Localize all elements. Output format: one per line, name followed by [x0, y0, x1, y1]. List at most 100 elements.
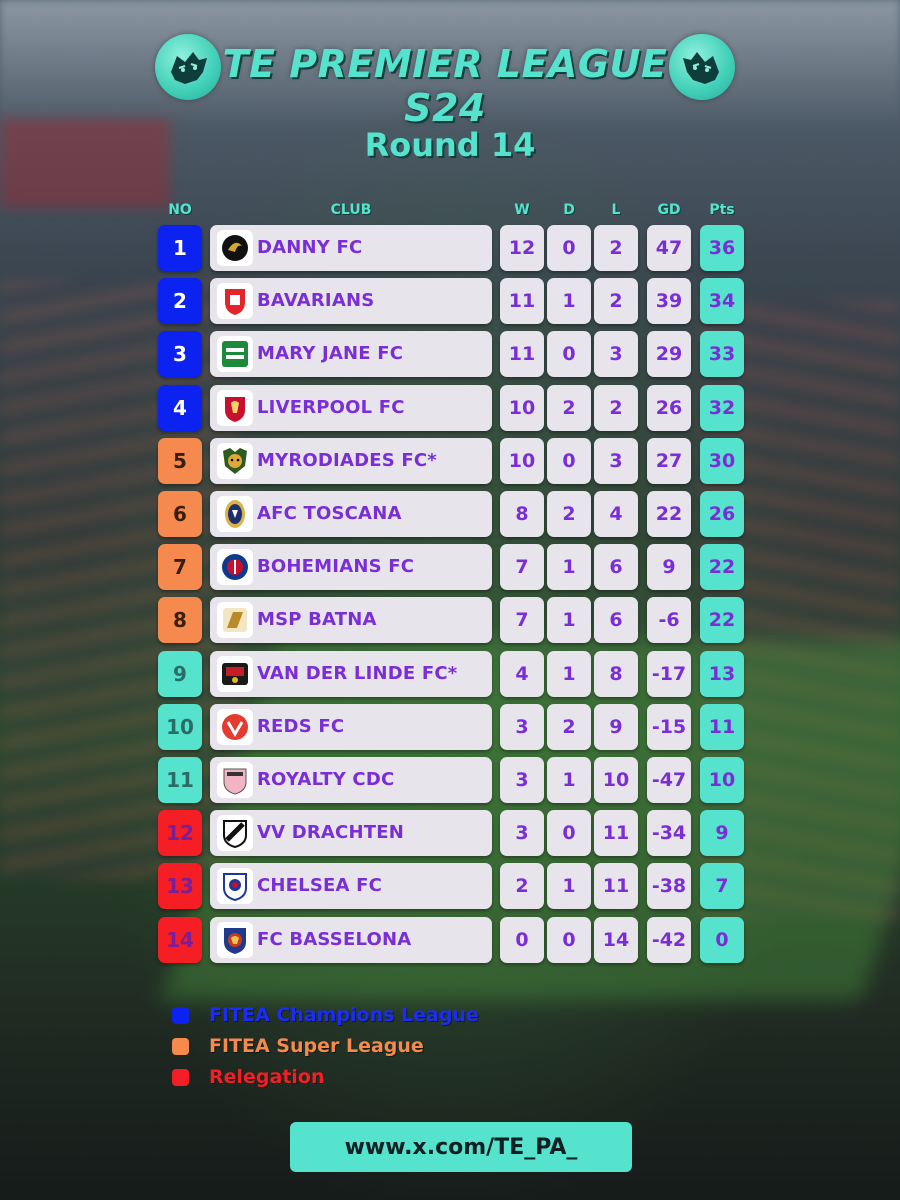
draws-cell: 0	[547, 225, 591, 271]
position-cell: 14	[158, 916, 202, 963]
table-row: 14 FC BASSELONA 0 0 14 -42 0	[0, 916, 900, 963]
club-name: LIVERPOOL FC	[257, 396, 405, 418]
points-cell: 10	[700, 757, 744, 803]
background-stadium-roof	[0, 0, 900, 130]
points-cell: 9	[700, 810, 744, 857]
losses-cell: 6	[594, 597, 638, 644]
legend-label: FITEA Super League	[209, 1035, 424, 1057]
table-row: 7 BOHEMIANS FC 7 1 6 9 22	[0, 544, 900, 591]
league-header: TE PREMIER LEAGUE S24	[155, 34, 735, 130]
jaguar-crest-icon	[217, 442, 253, 479]
wins-cell: 4	[500, 650, 544, 697]
position-cell: 11	[158, 757, 202, 803]
round-label: Round 14	[364, 126, 536, 164]
position-cell: 6	[158, 491, 202, 537]
legend-swatch	[172, 1007, 189, 1024]
losses-cell: 11	[594, 863, 638, 910]
column-header-club: CLUB	[330, 202, 372, 218]
column-header-no: NO	[168, 202, 192, 218]
club-cell: AFC TOSCANA	[210, 491, 492, 537]
wins-cell: 11	[500, 331, 544, 378]
points-cell: 0	[700, 916, 744, 963]
points-cell: 34	[700, 278, 744, 325]
lion-shield-icon	[217, 921, 253, 958]
draws-cell: 0	[547, 810, 591, 857]
wins-cell: 10	[500, 437, 544, 484]
eagle-crest-icon	[217, 230, 253, 266]
wins-cell: 2	[500, 863, 544, 910]
tiger-icon	[155, 34, 221, 100]
footer-url-button[interactable]: www.x.com/TE_PA_	[290, 1122, 632, 1172]
losses-cell: 4	[594, 491, 638, 537]
table-row: 1 DANNY FC 12 0 2 47 36	[0, 225, 900, 271]
table-row: 13 CHELSEA FC 2 1 11 -38 7	[0, 863, 900, 910]
legend-swatch	[172, 1069, 189, 1086]
table-row: 9 VAN DER LINDE FC* 4 1 8 -17 13	[0, 650, 900, 697]
club-name: REDS FC	[257, 715, 345, 737]
goal-difference-cell: 9	[647, 544, 691, 591]
position-cell: 3	[158, 331, 202, 378]
goal-difference-cell: 27	[647, 437, 691, 484]
goal-difference-cell: -42	[647, 916, 691, 963]
wins-cell: 10	[500, 384, 544, 431]
club-cell: MSP BATNA	[210, 597, 492, 644]
liverbird-crest-icon	[217, 389, 253, 426]
wins-cell: 11	[500, 278, 544, 325]
club-name: MARY JANE FC	[257, 343, 404, 365]
position-cell: 1	[158, 225, 202, 271]
red-shield-icon	[217, 283, 253, 320]
wins-cell: 7	[500, 597, 544, 644]
wins-cell: 7	[500, 544, 544, 591]
goal-difference-cell: 26	[647, 384, 691, 431]
draws-cell: 1	[547, 757, 591, 803]
table-row: 2 BAVARIANS 11 1 2 39 34	[0, 278, 900, 325]
wins-cell: 0	[500, 916, 544, 963]
draws-cell: 0	[547, 331, 591, 378]
club-cell: CHELSEA FC	[210, 863, 492, 910]
points-cell: 13	[700, 650, 744, 697]
points-cell: 7	[700, 863, 744, 910]
losses-cell: 11	[594, 810, 638, 857]
position-cell: 8	[158, 597, 202, 644]
club-cell: DANNY FC	[210, 225, 492, 271]
club-name: AFC TOSCANA	[257, 503, 402, 524]
points-cell: 22	[700, 597, 744, 644]
bw-shield-icon	[217, 815, 253, 852]
club-cell: MYRODIADES FC*	[210, 437, 492, 484]
table-row: 11 ROYALTY CDC 3 1 10 -47 10	[0, 757, 900, 803]
losses-cell: 3	[594, 437, 638, 484]
page-title: TE PREMIER LEAGUE S24	[222, 42, 668, 130]
club-name: ROYALTY CDC	[257, 769, 395, 790]
legend-label: FITEA Champions League	[209, 1004, 479, 1026]
table-row: 6 AFC TOSCANA 8 2 4 22 26	[0, 491, 900, 537]
draws-cell: 0	[547, 437, 591, 484]
points-cell: 32	[700, 384, 744, 431]
losses-cell: 14	[594, 916, 638, 963]
club-cell: BOHEMIANS FC	[210, 544, 492, 591]
losses-cell: 2	[594, 278, 638, 325]
club-cell: FC BASSELONA	[210, 916, 492, 963]
goal-difference-cell: 47	[647, 225, 691, 271]
points-cell: 26	[700, 491, 744, 537]
club-name: MSP BATNA	[257, 609, 377, 631]
column-header-pts: Pts	[709, 202, 735, 218]
column-header-l: L	[611, 202, 621, 218]
background-banner	[0, 118, 170, 208]
wins-cell: 3	[500, 703, 544, 750]
position-cell: 13	[158, 863, 202, 910]
draws-cell: 1	[547, 278, 591, 325]
table-row: 5 MYRODIADES FC* 10 0 3 27 30	[0, 437, 900, 484]
losses-cell: 3	[594, 331, 638, 378]
points-cell: 30	[700, 437, 744, 484]
position-cell: 5	[158, 437, 202, 484]
table-row: 3 MARY JANE FC 11 0 3 29 33	[0, 331, 900, 378]
wins-cell: 8	[500, 491, 544, 537]
draws-cell: 1	[547, 597, 591, 644]
table-row: 4 LIVERPOOL FC 10 2 2 26 32	[0, 384, 900, 431]
blue-shield-icon	[217, 868, 253, 905]
goal-difference-cell: -47	[647, 757, 691, 803]
goal-difference-cell: -17	[647, 650, 691, 697]
club-cell: LIVERPOOL FC	[210, 384, 492, 431]
position-cell: 9	[158, 650, 202, 697]
club-name: CHELSEA FC	[257, 875, 383, 897]
